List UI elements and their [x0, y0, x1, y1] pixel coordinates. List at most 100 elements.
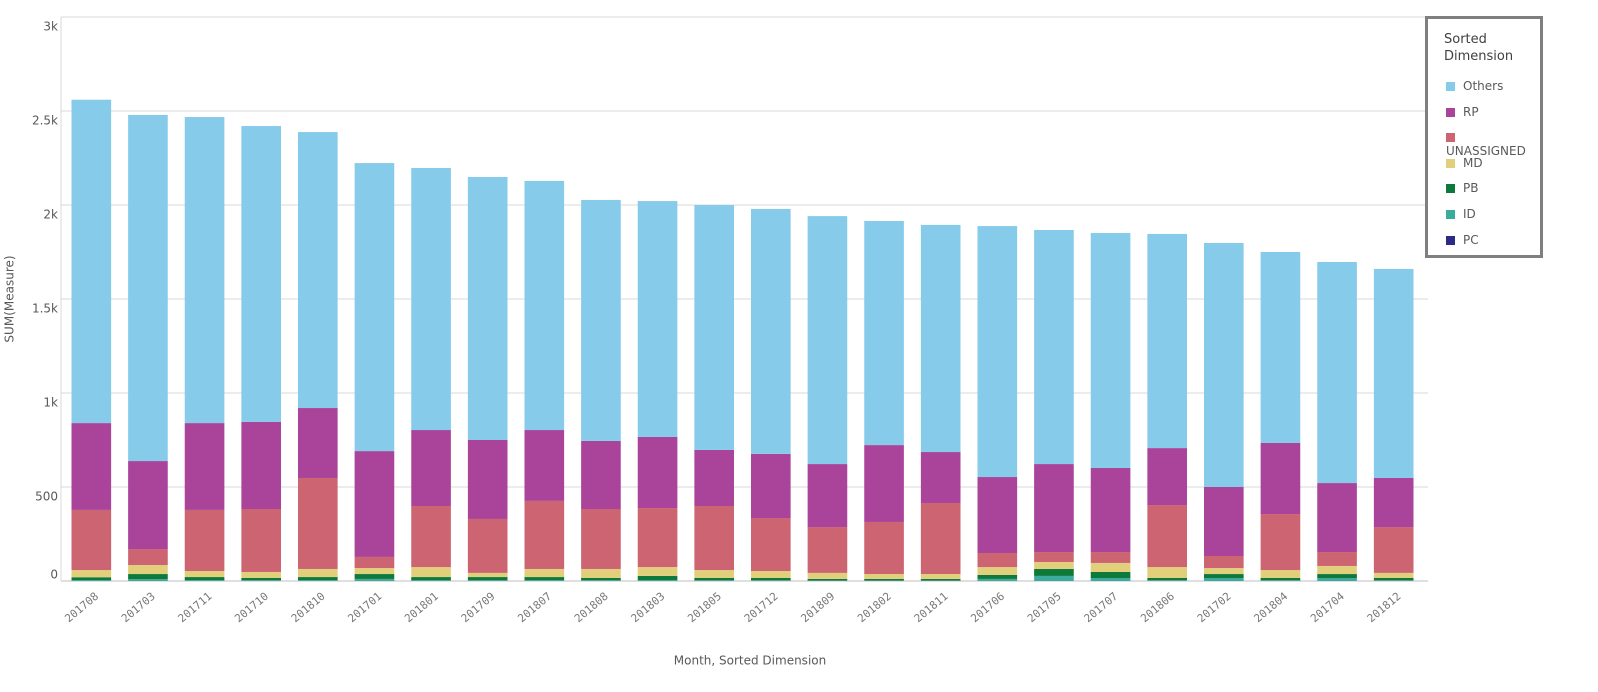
legend-item[interactable]: UNASSIGNED: [1446, 130, 1540, 158]
bar-segment: [184, 117, 225, 424]
bar-segment: [524, 580, 565, 581]
bar-segment: [411, 505, 451, 568]
legend-item[interactable]: RP: [1446, 105, 1479, 119]
x-tick-label: 201803: [629, 590, 668, 626]
bar-segment: [694, 570, 735, 578]
x-tick-label: 201805: [685, 590, 724, 626]
bar-segment: [1203, 555, 1244, 569]
bar-segment: [128, 565, 168, 575]
bar-segment: [694, 580, 735, 581]
legend-label: PB: [1463, 181, 1479, 196]
x-tick-label: 201712: [742, 590, 781, 626]
bar-segment: [184, 580, 225, 581]
bar-segment: [467, 577, 508, 581]
bar-segment: [241, 126, 282, 422]
bar-segment: [1373, 577, 1414, 581]
bar-segment: [184, 423, 225, 510]
bar-segment: [920, 574, 961, 579]
bar-segment: [581, 440, 621, 509]
bar-segment: [1203, 574, 1244, 578]
bar-segment: [864, 220, 904, 446]
bar-segment: [1034, 568, 1074, 576]
x-tick-label: 201702: [1195, 590, 1234, 626]
bar-segment: [581, 199, 621, 441]
bar-segment: [864, 445, 904, 522]
bar-segment: [354, 556, 395, 569]
legend-swatch: [1446, 235, 1455, 245]
legend-item[interactable]: MD: [1446, 156, 1483, 170]
bar-segment: [524, 577, 565, 581]
bar-segment: [1090, 468, 1131, 553]
bar-segment: [1203, 487, 1244, 556]
y-tick-label: 2.5k: [32, 114, 58, 128]
bar-segment: [1203, 242, 1244, 487]
bar-segment: [1260, 514, 1301, 571]
bar-segment: [694, 449, 735, 506]
bar-segment: [241, 421, 282, 509]
bar-segment: [1147, 505, 1188, 568]
bar-segment: [750, 453, 791, 519]
legend-item[interactable]: ID: [1446, 207, 1476, 221]
bar-segment: [71, 509, 112, 571]
bar-segment: [354, 574, 395, 579]
bar-segment: [411, 167, 451, 431]
bar-segment: [241, 580, 282, 581]
bar-segment: [71, 577, 112, 581]
x-tick-label: 201806: [1138, 590, 1177, 626]
bar-segment: [1203, 568, 1244, 575]
x-axis-title: Month, Sorted Dimension: [674, 654, 826, 668]
bar-segment: [184, 571, 225, 578]
bar-segment: [71, 580, 112, 581]
x-tick-label: 201809: [798, 590, 837, 626]
bar-segment: [1034, 464, 1074, 553]
bar-segment: [297, 408, 338, 478]
bar-segment: [581, 577, 621, 581]
legend-swatch: [1446, 133, 1455, 143]
bar-segment: [864, 578, 904, 581]
x-tick-label: 201801: [402, 590, 441, 626]
bar-segment: [637, 201, 678, 437]
x-tick-label: 201710: [232, 590, 271, 626]
bar-segment: [750, 577, 791, 581]
bar-segment: [977, 567, 1018, 575]
bar-segment: [354, 163, 395, 452]
bar-segment: [807, 527, 848, 573]
bar-segment: [467, 572, 508, 578]
legend-label: ID: [1463, 207, 1476, 221]
legend-item[interactable]: PB: [1446, 181, 1478, 195]
bar-segment: [71, 570, 112, 578]
bar-segment: [524, 180, 565, 431]
bar-segment: [297, 132, 338, 409]
bar-segment: [864, 521, 904, 575]
legend-swatch: [1446, 107, 1455, 117]
bar-segment: [1147, 448, 1188, 506]
bar-segment: [694, 505, 735, 571]
bar-segment: [128, 114, 168, 462]
bar-segment: [1090, 552, 1131, 563]
bar-segment: [128, 461, 168, 550]
bar-segment: [1034, 552, 1074, 563]
x-tick-label: 201802: [855, 590, 894, 626]
x-tick-label: 201709: [459, 590, 498, 626]
legend-item[interactable]: Others: [1446, 79, 1503, 93]
bar-segment: [1034, 230, 1074, 465]
bar-segment: [977, 477, 1018, 553]
x-tick-label: 201812: [1365, 590, 1404, 626]
legend-item[interactable]: PC: [1446, 233, 1479, 247]
bar-segment: [467, 518, 508, 573]
legend-label: MD: [1463, 155, 1483, 170]
bar-segment: [1034, 562, 1074, 569]
bar-segment: [1147, 580, 1188, 581]
x-tick-label: 201701: [345, 590, 384, 626]
x-tick-label: 201811: [912, 590, 951, 626]
bar-segment: [184, 577, 225, 581]
bar-segment: [637, 567, 678, 576]
y-tick-label: 2k: [43, 208, 58, 222]
x-tick-label: 201804: [1251, 589, 1290, 625]
bar-segment: [637, 580, 678, 581]
bar-segment: [1034, 575, 1074, 581]
y-tick-label: 1.5k: [32, 302, 58, 316]
bar-segment: [750, 580, 791, 581]
bar-segment: [1260, 443, 1301, 515]
x-tick-label: 201707: [1082, 590, 1121, 626]
